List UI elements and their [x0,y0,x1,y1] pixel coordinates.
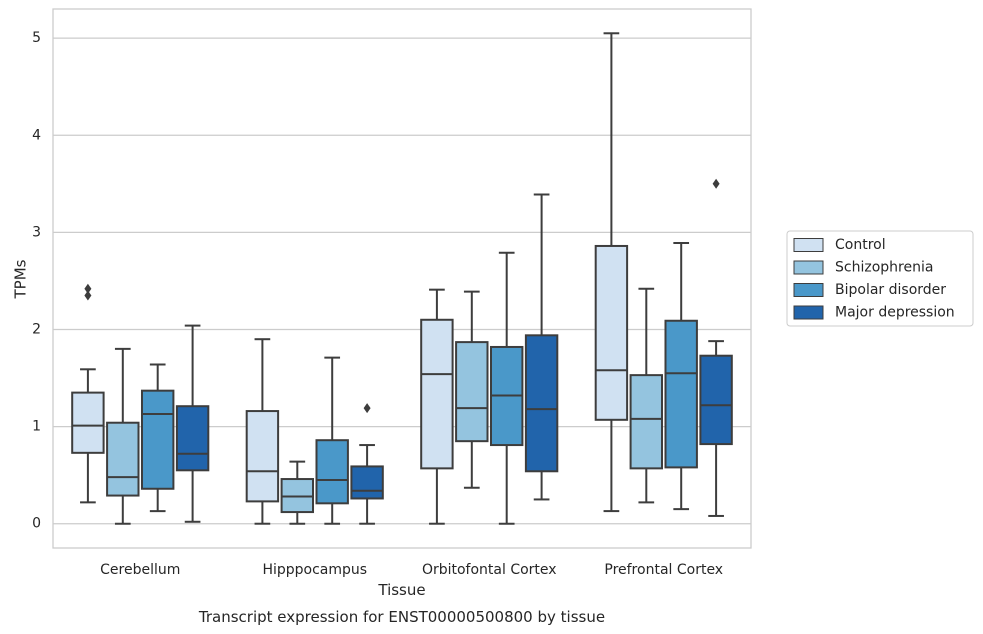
legend-swatch [793,305,824,320]
box-iqr [629,374,664,470]
box-major-depression [699,178,733,517]
box-schizophrenia [280,460,315,525]
outlier-point [363,403,371,414]
box-major-depression [524,193,559,501]
figure-caption: Transcript expression for ENST0000050080… [198,608,605,626]
legend-label: Schizophrenia [835,260,933,276]
box-iqr [140,389,175,490]
box-iqr [350,465,384,500]
legend-frame [786,230,974,327]
box-iqr [664,319,698,469]
box-iqr [420,318,454,470]
y-tick-label: 5 [32,30,41,46]
box-control [594,32,629,513]
box-schizophrenia [629,287,664,504]
box-major-depression [350,403,384,525]
y-tick-labels: 0 1 2 3 4 5 [32,30,41,532]
plot-frame [52,8,752,549]
legend: Control Schizophrenia Bipolar disorder Majo… [786,230,974,327]
y-tick-label: 4 [32,127,41,143]
box-bipolar-disorder [489,251,524,525]
legend-swatch [793,238,824,252]
box-bipolar-disorder [140,363,175,513]
x-axis-label: Tissue [377,581,425,599]
box-iqr [699,354,733,446]
legend-swatch [793,260,824,275]
y-axis-label: TPMs [12,259,30,299]
box-iqr [594,244,629,421]
legend-swatch [793,283,824,297]
box-iqr [71,391,105,454]
box-iqr [455,341,489,443]
box-major-depression [175,324,210,523]
y-tick-label: 0 [32,516,41,532]
box-control [245,338,280,525]
box-schizophrenia [455,290,489,489]
y-tick-label: 2 [32,321,41,337]
y-tick-label: 1 [32,419,41,435]
y-tick-label: 3 [32,224,41,240]
box-iqr [175,405,210,472]
box-iqr [245,410,280,503]
x-tick-label: Hipppocampus [262,562,367,578]
box-schizophrenia [106,347,140,525]
box-iqr [106,421,140,497]
legend-label: Major depression [835,305,955,321]
outlier-point [84,283,92,294]
legend-label: Control [835,237,886,253]
box-bipolar-disorder [315,356,349,525]
x-tick-label: Prefrontal Cortex [604,562,723,578]
legend-label: Bipolar disorder [835,282,946,298]
outlier-point [84,290,92,301]
boxes [71,32,733,525]
x-tick-labels: Cerebellum Hipppocampus Orbitofontal Corte… [100,562,723,578]
box-iqr [524,334,559,473]
x-tick-label: Cerebellum [100,562,180,578]
x-tick-label: Orbitofontal Cortex [422,562,557,578]
box-control [71,283,105,504]
outlier-point [712,178,720,189]
box-bipolar-disorder [664,242,698,511]
box-control [420,288,454,525]
box-iqr [315,439,349,505]
